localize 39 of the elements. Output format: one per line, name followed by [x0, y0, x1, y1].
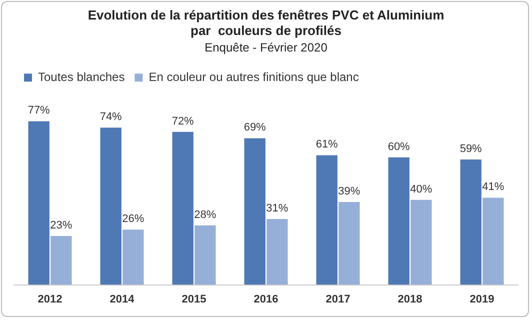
data-label: 40% [410, 183, 432, 196]
chart-subtitle: Enquête - Février 2020 [204, 40, 328, 55]
x-tick-label: 2014 [110, 293, 136, 306]
chart-title: Evolution de la répartition des fenêtres PVC et Aluminium par couleurs de profilés [88, 7, 444, 38]
bar [28, 121, 50, 285]
x-tick-label: 2012 [38, 293, 62, 306]
x-tick-label: 2017 [326, 293, 350, 306]
bar [172, 132, 194, 285]
bar [122, 230, 144, 285]
x-tick-label: 2018 [398, 293, 422, 306]
bar [50, 236, 72, 285]
bar [338, 202, 360, 285]
data-label: 61% [316, 138, 338, 151]
data-label: 28% [194, 208, 216, 221]
data-label: 72% [172, 115, 194, 128]
data-label: 39% [338, 185, 360, 198]
data-label: 77% [28, 104, 50, 117]
data-label: 23% [50, 219, 72, 232]
data-label: 60% [388, 140, 410, 153]
bar [316, 155, 338, 285]
x-tick-label: 2019 [470, 293, 494, 306]
x-tick-label: 2015 [182, 293, 206, 306]
bar [410, 200, 432, 285]
data-label: 74% [100, 111, 122, 124]
legend-label: En couleur ou autres finitions que blanc [148, 70, 359, 84]
data-label: 31% [266, 202, 288, 214]
legend-label: Toutes blanches [38, 70, 125, 84]
bar [266, 218, 288, 285]
data-label: 41% [482, 181, 504, 194]
data-label: 26% [122, 213, 144, 226]
bar [460, 159, 482, 285]
bar [100, 128, 122, 285]
x-tick-label: 2016 [254, 293, 278, 306]
bar [388, 157, 410, 285]
bar [194, 225, 216, 285]
data-label: 59% [460, 142, 482, 155]
data-label: 69% [244, 122, 266, 134]
bar [482, 198, 504, 285]
bar [244, 138, 266, 285]
